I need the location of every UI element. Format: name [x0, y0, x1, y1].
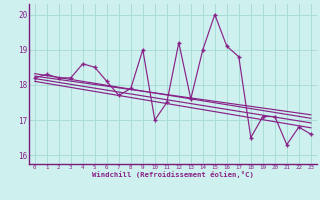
- X-axis label: Windchill (Refroidissement éolien,°C): Windchill (Refroidissement éolien,°C): [92, 171, 254, 178]
